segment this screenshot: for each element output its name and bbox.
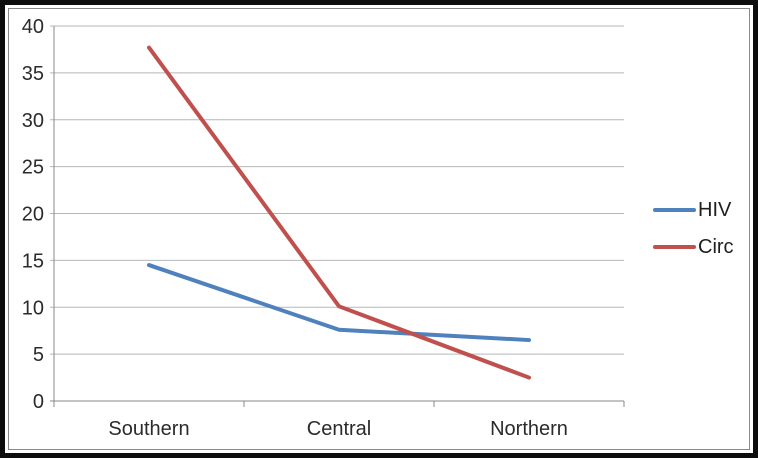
legend-item-circ: Circ [653,231,734,262]
series-line-hiv [147,263,531,343]
y-tick-label: 15 [22,250,44,272]
y-tick-label: 35 [22,63,44,85]
circ-line-swatch [653,244,696,249]
y-tick-label: 5 [33,344,44,366]
x-category-label: Central [307,418,371,440]
legend-item-hiv: HIV [653,194,734,225]
y-tick-label: 30 [22,110,44,132]
y-tick-label: 40 [22,16,44,38]
y-tick-label: 10 [22,297,44,319]
hiv-line-swatch [653,207,696,212]
legend-label-circ: Circ [698,235,734,258]
y-tick-label: 20 [22,204,44,226]
y-tick-label: 0 [33,391,44,413]
legend-label-hiv: HIV [698,198,732,221]
x-category-label: Northern [490,418,568,440]
series-line-circ [147,45,531,380]
legend: HIV Circ [653,194,734,262]
x-category-label: Southern [108,418,189,440]
y-tick-label: 25 [22,157,44,179]
